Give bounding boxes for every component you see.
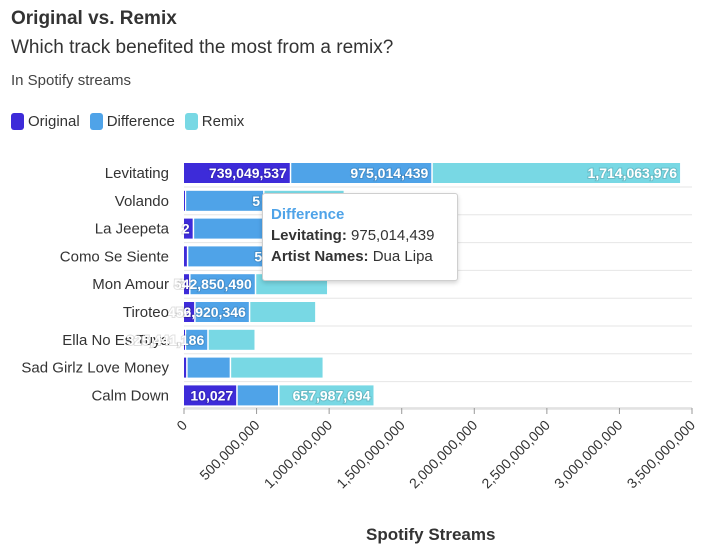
data-label: 975,014,439 xyxy=(350,165,428,181)
category-label: Sad Girlz Love Money xyxy=(21,360,169,377)
legend-swatch-difference xyxy=(89,113,103,130)
x-tick-label: 500,000,000 xyxy=(196,417,263,484)
data-label: 1,714,063,976 xyxy=(588,165,678,181)
data-label: 739,049,537 xyxy=(209,165,287,181)
bar-remix-sad-girlz-love-money[interactable] xyxy=(231,357,323,378)
chart-note: In Spotify streams xyxy=(11,72,132,89)
data-label: 2 xyxy=(182,221,190,237)
bar-remix-tiroteo[interactable] xyxy=(250,302,316,322)
tooltip-row-2: Artist Names: Dua Lipa xyxy=(271,246,449,267)
bar-remix-ella-no-es-tuya[interactable] xyxy=(208,329,255,350)
data-label: 5 xyxy=(254,248,262,264)
chart-subtitle: Which track benefited the most from a re… xyxy=(11,37,394,58)
tooltip-row-1-key: Levitating: xyxy=(271,227,347,244)
bar-original-sad-girlz-love-money[interactable] xyxy=(184,357,187,378)
category-label: Volando xyxy=(115,193,169,210)
legend-swatch-remix xyxy=(184,113,198,130)
bar-difference-la-jeepeta[interactable] xyxy=(194,218,263,239)
chart-title: Original vs. Remix xyxy=(11,8,177,29)
legend-label-remix: Remix xyxy=(201,113,245,130)
bar-original-ella-no-es-tuya[interactable] xyxy=(184,329,185,350)
data-label: 5 xyxy=(252,193,260,209)
bar-difference-tiroteo[interactable] xyxy=(195,302,249,322)
legend-swatch-original xyxy=(11,113,24,130)
legend: Original Difference Remix xyxy=(11,113,244,130)
category-label: La Jeepeta xyxy=(95,221,170,238)
tooltip-row-1: Levitating: 975,014,439 xyxy=(271,225,449,246)
category-label: Mon Amour xyxy=(92,276,169,293)
bar-original-como-se-siente[interactable] xyxy=(184,246,187,267)
category-label: Levitating xyxy=(105,165,169,182)
x-tick-label: 2,500,000,000 xyxy=(478,417,553,492)
category-label: Tiroteo xyxy=(123,304,169,321)
bar-original-tiroteo[interactable] xyxy=(184,302,195,322)
bar-original-levitating[interactable] xyxy=(184,163,290,183)
bar-difference-levitating[interactable] xyxy=(291,163,432,183)
x-tick-label: 0 xyxy=(173,417,190,434)
bar-difference-ella-no-es-tuya[interactable] xyxy=(186,329,208,350)
tooltip-row-2-value: Dua Lipa xyxy=(372,248,433,265)
bar-difference-mon-amour[interactable] xyxy=(190,274,255,295)
x-tick-label: 1,500,000,000 xyxy=(333,417,408,492)
legend-item-difference[interactable]: Difference xyxy=(89,113,175,130)
bar-original-calm-down[interactable] xyxy=(184,385,237,406)
bar-remix-levitating[interactable] xyxy=(432,163,681,183)
bar-original-mon-amour[interactable] xyxy=(184,274,190,295)
category-label: Ella No Es Tuya xyxy=(62,332,169,349)
legend-label-difference: Difference xyxy=(106,113,175,130)
data-label: 325,441,186 xyxy=(126,332,204,348)
data-label: 3 xyxy=(178,276,186,292)
bar-difference-calm-down[interactable] xyxy=(237,385,279,406)
x-tick-label: 1,000,000,000 xyxy=(261,417,336,492)
bar-difference-sad-girlz-love-money[interactable] xyxy=(187,357,230,378)
x-tick-label: 3,000,000,000 xyxy=(551,417,626,492)
x-axis-title: Spotify Streams xyxy=(366,525,496,544)
data-label: 657,987,694 xyxy=(293,387,371,403)
legend-label-original: Original xyxy=(28,113,80,130)
tooltip-row-1-value: 975,014,439 xyxy=(351,227,435,244)
tooltip-series: Difference xyxy=(271,206,345,223)
bar-original-la-jeepeta[interactable] xyxy=(184,218,193,239)
tooltip: Difference Levitating: 975,014,439 Artis… xyxy=(262,193,458,281)
data-label: 2 xyxy=(183,304,191,320)
category-label: Calm Down xyxy=(91,387,169,404)
x-tick-label: 3,500,000,000 xyxy=(623,417,698,492)
data-label: 456,920,346 xyxy=(168,304,246,320)
data-label: 542,850,490 xyxy=(174,276,252,292)
legend-item-remix[interactable]: Remix xyxy=(184,113,245,130)
tooltip-row-2-key: Artist Names: xyxy=(271,248,369,265)
bar-remix-calm-down[interactable] xyxy=(279,385,374,406)
category-label: Como Se Siente xyxy=(60,248,169,265)
bar-difference-volando[interactable] xyxy=(186,190,264,211)
bar-difference-como-se-siente[interactable] xyxy=(188,246,266,267)
x-tick-label: 2,000,000,000 xyxy=(406,417,481,492)
bar-original-volando[interactable] xyxy=(184,190,185,211)
data-label: 10,027 xyxy=(190,387,233,403)
legend-item-original[interactable]: Original xyxy=(11,113,80,130)
